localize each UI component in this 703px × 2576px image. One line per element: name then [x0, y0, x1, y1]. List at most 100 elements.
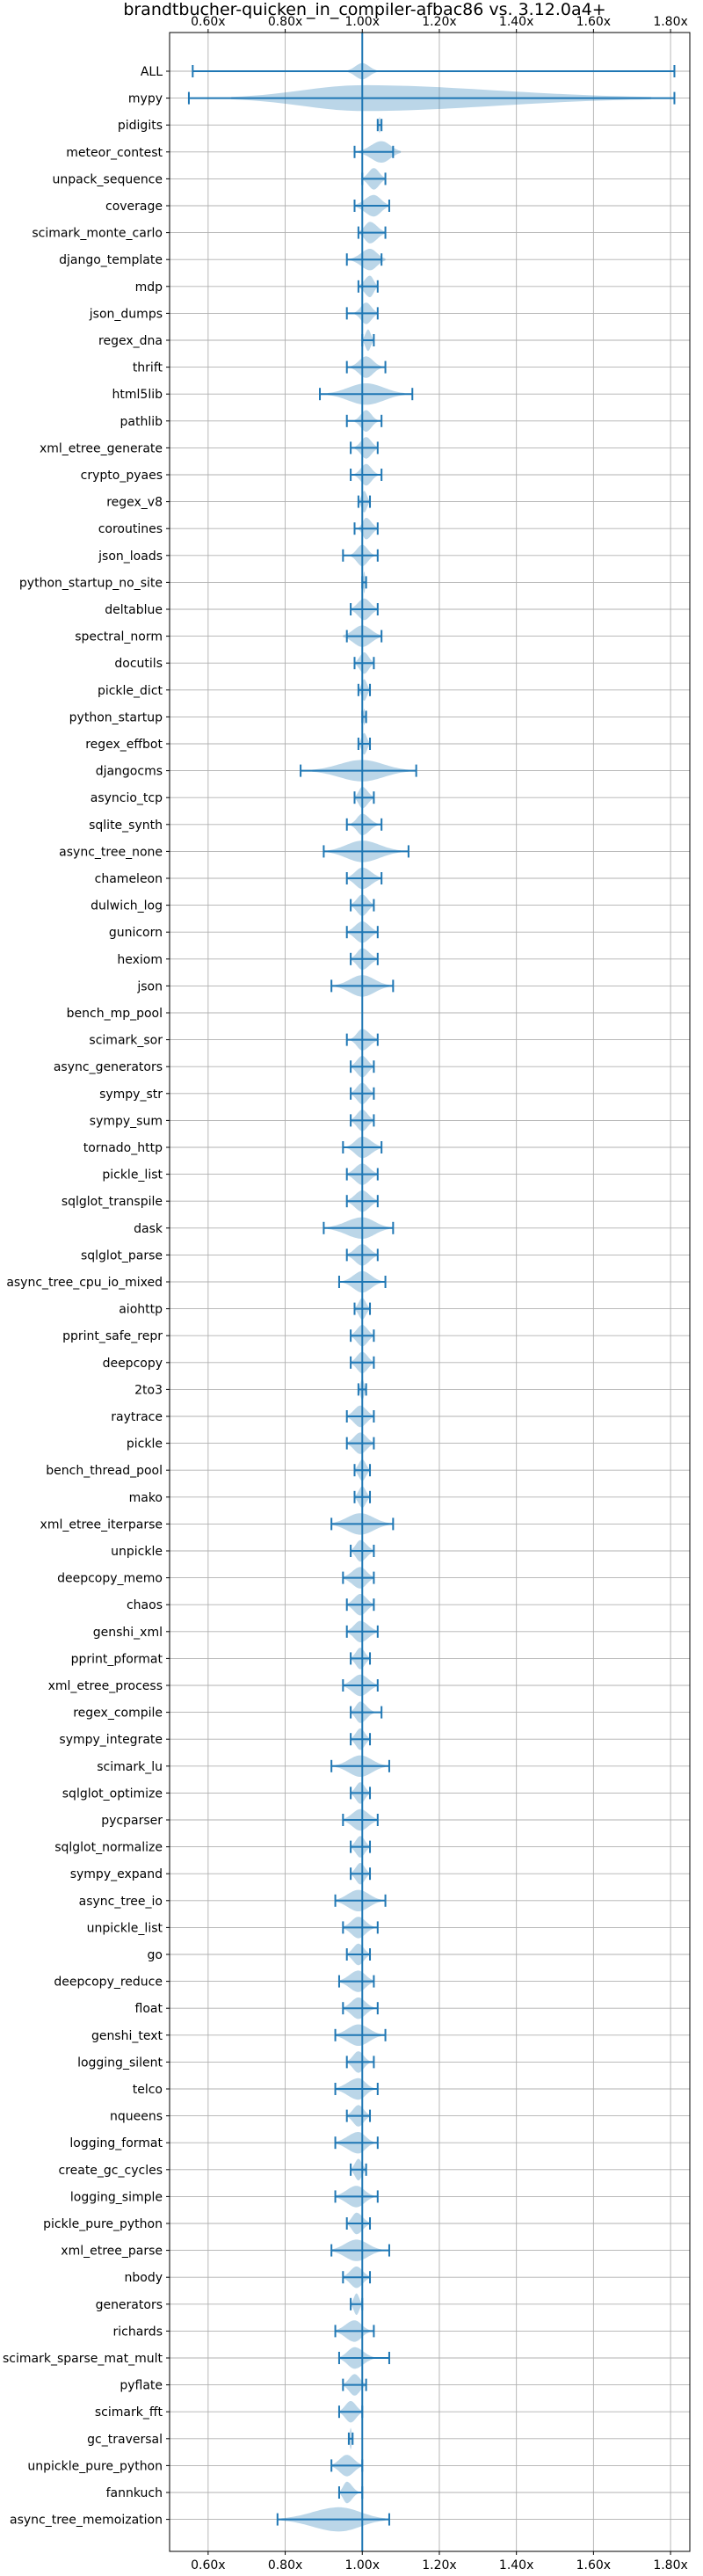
violin-deltablue: [350, 598, 379, 621]
benchmark-label: generators: [96, 2298, 163, 2312]
benchmark-label: async_tree_memoization: [10, 2514, 163, 2528]
benchmark-label: pickle: [127, 1437, 163, 1452]
benchmark-label: dask: [134, 1222, 163, 1236]
benchmark-label: regex_v8: [106, 496, 163, 510]
benchmark-label: deepcopy_memo: [57, 1572, 163, 1586]
benchmark-label: spectral_norm: [75, 630, 163, 644]
violin-xml-etree-process: [342, 1674, 379, 1697]
benchmark-label: pprint_safe_repr: [62, 1329, 163, 1343]
benchmark-label: raytrace: [111, 1410, 163, 1424]
violin-genshi-text: [334, 2024, 387, 2046]
benchmark-label: coverage: [105, 200, 163, 214]
benchmark-label: regex_effbot: [85, 738, 163, 752]
x-tick-label-bottom: 1.20x: [422, 2558, 456, 2572]
x-tick-label-top: 1.40x: [499, 15, 533, 29]
benchmark-label: scimark_fft: [95, 2405, 163, 2420]
violin-unpickle-pure-python: [330, 2455, 364, 2477]
benchmark-label: logging_simple: [70, 2190, 163, 2204]
benchmark-label: mdp: [135, 280, 163, 295]
benchmark-label: crypto_pyaes: [81, 469, 163, 483]
violin-ALL: [192, 62, 676, 80]
x-tick-label-top: 1.20x: [422, 15, 456, 29]
benchmark-label: async_tree_cpu_io_mixed: [6, 1276, 163, 1290]
benchmark-label: json_loads: [98, 549, 163, 564]
benchmark-label: sympy_str: [99, 1088, 163, 1102]
benchmark-label: async_generators: [54, 1060, 163, 1074]
benchmark-label: djangocms: [96, 765, 163, 779]
benchmark-labels: ALL mypy pidigits meteor_contest unpack_sequ…: [3, 65, 170, 2528]
violin-deepcopy-memo: [342, 1567, 375, 1589]
violin-hexiom: [350, 948, 379, 970]
violin-coverage: [353, 194, 390, 217]
violin-mypy: [187, 84, 676, 112]
benchmark-label: hexiom: [117, 953, 163, 967]
benchmark-label: thrift: [133, 361, 163, 375]
violin-regex-v8: [357, 491, 372, 513]
benchmark-label: logging_format: [69, 2136, 163, 2150]
benchmark-label: richards: [113, 2325, 163, 2339]
violin-sqlglot-optimize: [350, 1782, 372, 1804]
violin-unpickle-list: [342, 1917, 379, 1939]
x-tick-label-bottom: 0.60x: [191, 2558, 225, 2572]
violin-chameleon: [345, 867, 383, 890]
benchmark-label: regex_dna: [98, 334, 163, 348]
benchmark-label: unpickle_list: [87, 1921, 163, 1935]
violin-xml-etree-generate: [350, 437, 379, 459]
benchmark-label: dulwich_log: [91, 899, 163, 913]
violin-async-tree-none: [323, 840, 409, 862]
benchmark-label: sqlglot_normalize: [54, 1841, 163, 1855]
violin-sympy-expand: [350, 1863, 372, 1885]
violin-xml-etree-parse: [330, 2239, 390, 2261]
benchmark-label: pickle_pure_python: [43, 2217, 163, 2231]
violin-pprint-pformat: [350, 1648, 372, 1670]
chart-title: brandtbucher-quicken_in_compiler-afbac86…: [123, 0, 605, 19]
x-tick-labels: 0.60x 0.60x 0.80x 0.80x 1.00x 1.00x 1.20x 1.20x…: [191, 15, 688, 2572]
violin-mdp: [357, 275, 379, 297]
benchmark-label: regex_compile: [73, 1706, 163, 1721]
plot-frame: [169, 32, 691, 2552]
benchmark-label: pprint_pformat: [71, 1652, 163, 1666]
benchmark-label: bench_mp_pool: [67, 1007, 163, 1021]
violin-layer: [187, 33, 676, 2551]
violin-logging-format: [334, 2132, 379, 2154]
violin-create-gc-cycles: [350, 2158, 367, 2180]
benchmark-label: ALL: [141, 65, 163, 79]
violin-pidigits: [376, 117, 383, 134]
violin-scimark-lu: [330, 1755, 390, 1777]
violin-scimark-sparse-mat-mult: [337, 2347, 390, 2369]
benchmark-label: xml_etree_process: [48, 1679, 163, 1693]
x-tick-label-bottom: 0.80x: [268, 2558, 302, 2572]
benchmark-label: sympy_integrate: [59, 1733, 163, 1747]
violin-logging-silent: [345, 2051, 375, 2073]
benchmark-label: html5lib: [112, 388, 163, 402]
benchmark-label: aiohttp: [119, 1303, 163, 1317]
benchmark-label: sqlglot_parse: [81, 1248, 163, 1263]
benchmark-label: gunicorn: [109, 926, 163, 940]
violin-chaos: [345, 1594, 375, 1616]
benchmark-label: go: [148, 1948, 163, 1962]
violin-regex-effbot: [357, 732, 372, 755]
benchmark-label: scimark_sor: [89, 1034, 163, 1048]
violin-django-template: [345, 249, 386, 271]
benchmark-label: unpickle: [111, 1545, 163, 1559]
benchmark-label: fannkuch: [106, 2486, 163, 2500]
violin-unpack-sequence: [361, 168, 387, 190]
benchmark-label: sqlglot_optimize: [62, 1786, 163, 1801]
violin-regex-dna: [361, 329, 375, 352]
violin-xml-etree-iterparse: [330, 1513, 395, 1535]
violin-docutils: [353, 652, 375, 674]
benchmark-label: scimark_lu: [97, 1760, 163, 1774]
benchmark-label: python_startup: [69, 710, 163, 724]
benchmark-label: sqlite_synth: [89, 819, 163, 833]
violin-pycparser: [342, 1808, 379, 1831]
benchmark-label: genshi_text: [91, 2029, 163, 2043]
violin-sympy-integrate: [350, 1728, 372, 1750]
benchmark-label: mako: [129, 1491, 163, 1505]
benchmark-label: pathlib: [120, 415, 163, 429]
violin-sqlite-synth: [345, 813, 383, 835]
violin-html5lib: [319, 383, 414, 405]
violin-nqueens: [345, 2105, 372, 2127]
benchmark-label: deltablue: [105, 603, 163, 617]
violin-logging-simple: [334, 2186, 379, 2208]
violin-pickle-dict: [357, 679, 372, 701]
